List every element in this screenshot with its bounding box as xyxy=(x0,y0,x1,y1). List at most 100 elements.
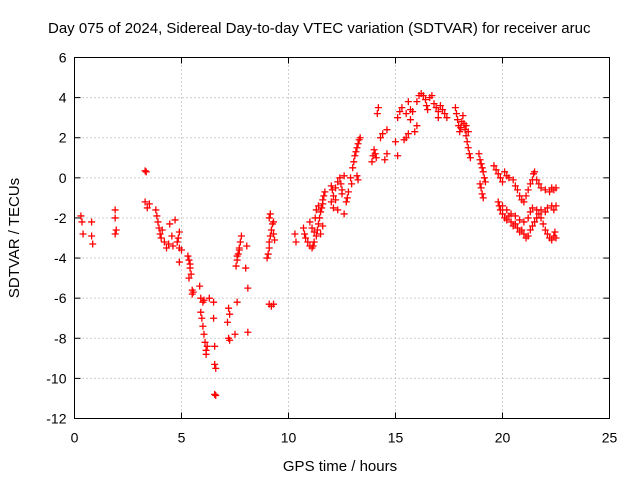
data-point xyxy=(541,186,549,194)
data-point xyxy=(436,102,444,110)
data-point xyxy=(237,232,245,240)
data-point xyxy=(263,254,271,262)
data-point xyxy=(265,238,273,246)
data-point xyxy=(166,220,174,228)
data-point xyxy=(165,240,173,248)
data-point xyxy=(235,246,243,254)
data-point xyxy=(311,214,319,222)
data-point xyxy=(392,138,399,146)
data-point xyxy=(396,108,404,116)
data-point xyxy=(89,240,97,248)
data-point xyxy=(452,110,460,118)
data-point xyxy=(265,244,273,252)
data-point xyxy=(203,342,211,350)
data-point xyxy=(314,202,322,210)
data-point xyxy=(178,246,185,254)
data-point xyxy=(383,126,391,134)
data-point xyxy=(312,232,320,240)
data-point xyxy=(111,206,119,214)
data-point xyxy=(205,294,213,302)
data-point xyxy=(354,176,362,184)
data-point xyxy=(476,156,484,164)
data-point xyxy=(421,96,429,104)
data-point xyxy=(336,174,344,182)
data-point xyxy=(507,218,515,226)
data-point xyxy=(499,210,506,218)
data-point xyxy=(552,234,560,242)
data-point xyxy=(353,144,361,152)
data-point xyxy=(516,216,524,224)
data-point xyxy=(329,204,337,212)
x-tick-label: 10 xyxy=(281,430,297,446)
data-point xyxy=(541,226,549,234)
data-point xyxy=(531,218,539,226)
data-point xyxy=(332,196,340,204)
data-point xyxy=(518,226,526,234)
data-point xyxy=(168,232,176,240)
y-tick-label: -10 xyxy=(46,370,66,386)
x-tick-label: 20 xyxy=(495,430,511,446)
data-point xyxy=(142,168,150,176)
data-point xyxy=(478,190,486,198)
data-point xyxy=(199,322,207,330)
data-point xyxy=(171,216,179,224)
data-point xyxy=(231,330,239,338)
data-point xyxy=(270,300,278,308)
axis-ticks: 0 5 10 15 20 25 -12 -10 -8 -6 -4 -2 0 2 4 6 xyxy=(46,50,617,446)
data-point xyxy=(327,182,335,190)
data-point xyxy=(443,114,451,122)
data-point xyxy=(478,164,486,172)
data-point xyxy=(541,208,549,216)
data-point xyxy=(271,236,279,244)
data-point xyxy=(430,100,438,108)
data-point xyxy=(398,104,406,112)
data-point xyxy=(377,134,385,142)
data-point xyxy=(320,192,328,200)
data-point xyxy=(317,208,325,216)
data-point xyxy=(187,270,195,278)
data-point xyxy=(499,202,506,210)
data-point xyxy=(299,224,307,232)
data-point xyxy=(520,218,528,226)
data-point xyxy=(242,264,250,272)
data-point xyxy=(432,104,440,112)
data-point xyxy=(404,98,412,106)
data-point xyxy=(462,122,470,130)
x-tick-label: 25 xyxy=(602,430,618,446)
data-point xyxy=(225,304,233,312)
data-point xyxy=(233,298,241,306)
plot-frame xyxy=(74,57,610,419)
data-point xyxy=(319,196,327,204)
data-point xyxy=(479,168,487,176)
data-point xyxy=(402,134,410,142)
data-point xyxy=(321,188,329,196)
data-point xyxy=(516,192,524,200)
data-point xyxy=(535,210,543,218)
data-point xyxy=(454,116,462,124)
data-point xyxy=(533,176,541,184)
data-point xyxy=(459,112,467,120)
data-point xyxy=(526,208,534,216)
data-point xyxy=(88,232,96,240)
data-point xyxy=(511,212,519,220)
data-point xyxy=(548,236,556,244)
data-point xyxy=(332,184,340,192)
data-point xyxy=(200,330,208,338)
data-point xyxy=(310,238,318,246)
data-point xyxy=(404,130,412,138)
data-point xyxy=(479,194,487,202)
data-point xyxy=(368,158,376,166)
y-tick-label: -4 xyxy=(54,250,67,266)
data-point xyxy=(265,214,273,222)
data-point xyxy=(186,264,194,272)
data-point xyxy=(112,226,120,234)
data-point xyxy=(308,224,316,232)
data-point xyxy=(507,210,515,218)
y-tick-label: 4 xyxy=(59,90,67,106)
data-point xyxy=(492,166,500,174)
data-point xyxy=(464,144,472,152)
data-point xyxy=(317,230,325,238)
data-point xyxy=(174,234,182,242)
y-tick-label: 0 xyxy=(59,170,67,186)
